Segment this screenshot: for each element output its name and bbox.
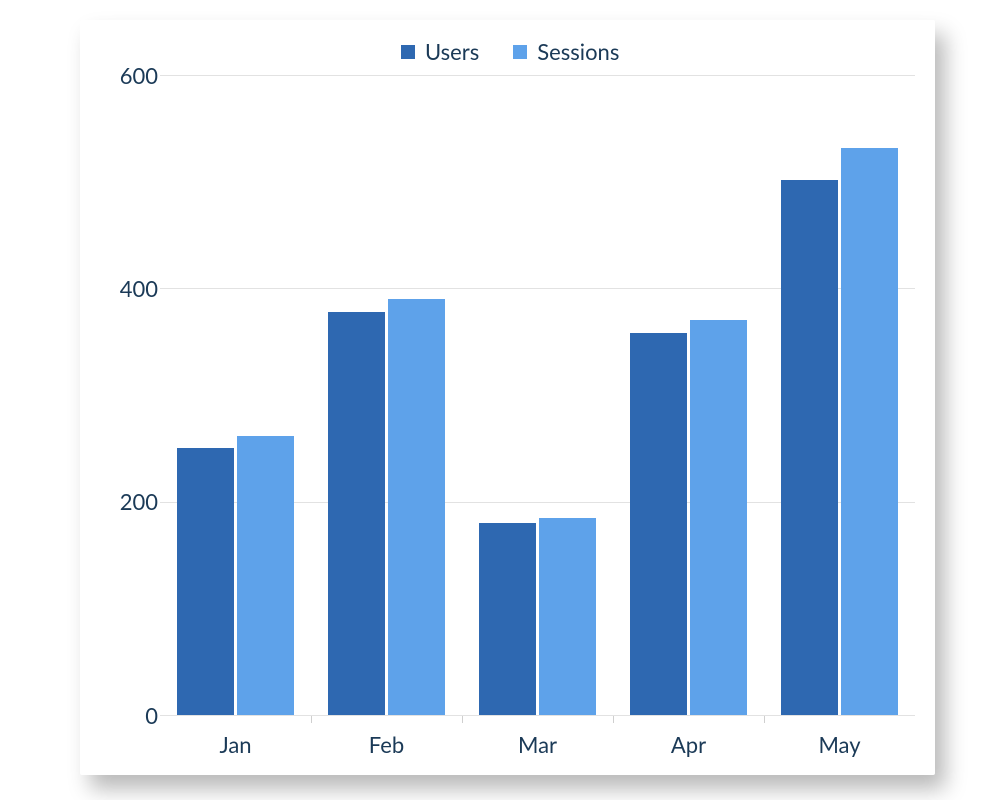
y-axis-label: 400: [88, 275, 158, 302]
chart-canvas: UsersSessions 0200400600JanFebMarAprMay: [0, 0, 1000, 800]
bar-sessions-mar: [539, 518, 597, 715]
plot-area: 0200400600JanFebMarAprMay: [160, 75, 915, 715]
chart-legend: Users Sessions: [401, 38, 619, 65]
bar-users-apr: [630, 333, 688, 715]
legend-swatch: [513, 45, 527, 59]
y-axis-label: 0: [88, 702, 158, 729]
x-tick: [462, 715, 463, 723]
bar-sessions-may: [841, 148, 899, 715]
x-tick: [613, 715, 614, 723]
legend-label: Sessions: [537, 38, 619, 65]
legend-label: Users: [425, 38, 479, 65]
chart-card: UsersSessions 0200400600JanFebMarAprMay: [80, 20, 935, 775]
x-axis-label: Apr: [671, 731, 706, 758]
x-tick: [311, 715, 312, 723]
y-axis-label: 200: [88, 488, 158, 515]
gridline: [160, 75, 915, 76]
bar-users-mar: [479, 523, 537, 715]
x-axis-label: May: [818, 731, 860, 758]
x-axis-label: Jan: [219, 731, 251, 758]
bar-users-jan: [177, 448, 235, 715]
x-tick: [764, 715, 765, 723]
bar-users-feb: [328, 312, 386, 715]
bar-sessions-feb: [388, 299, 446, 715]
legend-item-users: Users: [401, 38, 479, 65]
y-axis-label: 600: [88, 62, 158, 89]
x-axis-label: Mar: [518, 731, 557, 758]
legend-item-sessions: Sessions: [513, 38, 619, 65]
x-axis-label: Feb: [369, 731, 404, 758]
bar-users-may: [781, 180, 839, 715]
legend-swatch: [401, 45, 415, 59]
bar-sessions-jan: [237, 436, 295, 715]
baseline: [160, 715, 915, 716]
bar-sessions-apr: [690, 320, 748, 715]
